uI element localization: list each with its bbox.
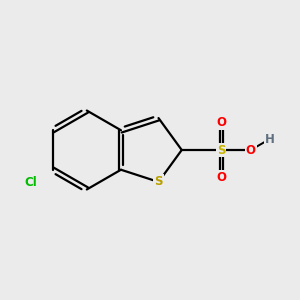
Text: H: H [265,133,275,146]
Text: Cl: Cl [24,176,37,189]
Text: S: S [154,176,163,188]
Text: O: O [216,171,226,184]
Text: S: S [217,143,225,157]
Text: O: O [216,116,226,129]
Text: O: O [246,143,256,157]
